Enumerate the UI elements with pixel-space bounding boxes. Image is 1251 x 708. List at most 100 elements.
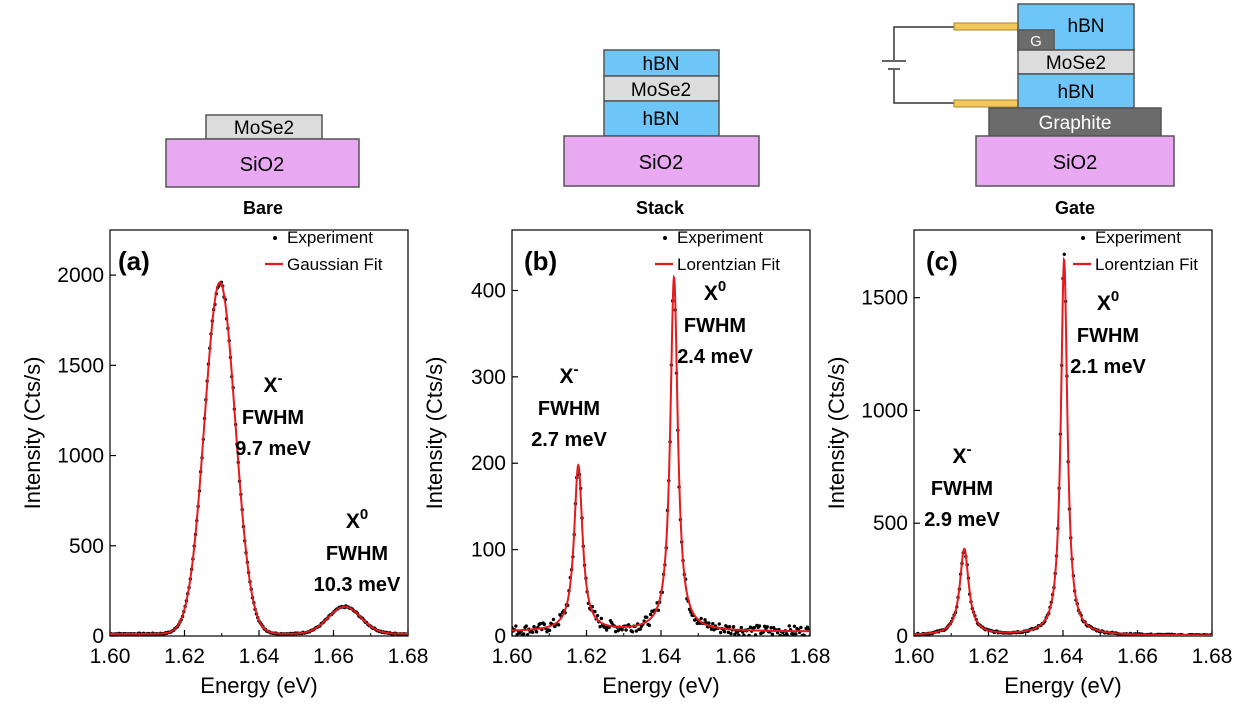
- experiment-point: [752, 625, 756, 630]
- experiment-point: [778, 633, 782, 636]
- gate-bottom-hbn-label: hBN: [1058, 82, 1095, 103]
- experiment-point: [524, 624, 528, 628]
- legend-experiment-label: Experiment: [677, 228, 763, 247]
- gate-bottom-graphite-layer: [988, 107, 1162, 137]
- x-tick-label: 1.62: [566, 645, 607, 668]
- experiment-point: [515, 632, 519, 636]
- legend: Experiment Gaussian Fit: [265, 228, 383, 274]
- annotation-species-letter: X: [346, 510, 360, 533]
- experiment-point: [791, 632, 795, 636]
- fit-curve: [110, 281, 408, 635]
- gate-top-graphite-label: G: [1030, 33, 1042, 50]
- x-axis-title: Energy (eV): [1004, 673, 1121, 698]
- experiment-point: [740, 630, 745, 634]
- peak-annotation: X- FWHM 9.7 meV: [235, 370, 311, 460]
- plot-area: [914, 252, 1212, 636]
- bare-caption: Bare: [243, 198, 283, 218]
- experiment-point: [717, 622, 722, 626]
- gate-bottom-hbn-layer: [1017, 73, 1135, 109]
- experiment-point: [648, 612, 653, 617]
- experiment-point: [786, 634, 790, 636]
- annotation-species-letter: X: [704, 282, 718, 305]
- experiment-point: [645, 615, 649, 619]
- gate-circuit-wire-bottom: [893, 70, 954, 104]
- annotation-species: X0: [704, 278, 726, 305]
- fit-curve: [512, 274, 810, 633]
- experiment-point: [598, 625, 602, 629]
- fit-curve: [914, 256, 1212, 636]
- experiment-point: [725, 625, 729, 629]
- panel-label: (a): [118, 246, 150, 276]
- x-tick-label: 1.62: [164, 645, 205, 668]
- legend: Experiment Lorentzian Fit: [655, 228, 780, 274]
- experiment-point: [547, 628, 552, 633]
- annotation-fwhm-label: FWHM: [326, 543, 388, 565]
- x-tick-label: 1.68: [388, 645, 429, 668]
- peak-annotation: X- FWHM 2.7 meV: [531, 361, 607, 451]
- y-tick-label: 0: [896, 625, 908, 648]
- y-tick-label: 400: [471, 279, 506, 302]
- y-tick-label: 0: [92, 625, 104, 648]
- annotation-species: X0: [346, 506, 368, 533]
- annotation-fwhm-value: 2.7 meV: [531, 429, 607, 451]
- experiment-point: [531, 630, 535, 634]
- stack-sio2-label: SiO2: [639, 152, 683, 174]
- experiment-point: [803, 634, 807, 636]
- y-axis-title: Intensity (Cts/s): [824, 357, 849, 510]
- chart-panel-a: 1.60 1.62 1.64 1.66 1.68 0 500 1000 1500 2000 Ener…: [20, 228, 428, 698]
- annotation-species: X-: [263, 370, 282, 397]
- gate-mose2-layer: [1017, 49, 1135, 75]
- panel-label: (c): [926, 246, 958, 276]
- device-stack: hBN MoSe2 hBN SiO2 Stack: [563, 49, 760, 218]
- device-bare: MoSe2 SiO2 Bare: [165, 114, 360, 218]
- x-tick-label: 1.66: [715, 645, 756, 668]
- legend-fit-label: Lorentzian Fit: [1095, 255, 1198, 274]
- x-tick-label: 1.60: [492, 645, 533, 668]
- experiment-point: [512, 626, 514, 630]
- annotation-fwhm-value: 2.4 meV: [677, 346, 753, 368]
- annotation-species-superscript: -: [967, 441, 972, 458]
- x-axis-title: Energy (eV): [200, 673, 317, 698]
- annotation-species: X-: [952, 441, 971, 468]
- experiment-point: [711, 622, 715, 626]
- gate-sio2-label: SiO2: [1053, 152, 1097, 174]
- experiment-point: [630, 630, 635, 634]
- experiment-point: [782, 633, 786, 636]
- annotation-fwhm-value: 10.3 meV: [314, 574, 401, 596]
- experiment-point: [534, 630, 539, 634]
- experiment-point: [731, 625, 736, 629]
- annotation-fwhm-value: 9.7 meV: [235, 438, 311, 460]
- experiment-point: [729, 631, 733, 636]
- annotation-species-superscript: -: [574, 361, 579, 378]
- experiment-point: [603, 625, 607, 630]
- experiment-point: [647, 623, 652, 628]
- experiment-point: [525, 633, 530, 636]
- y-tick-label: 500: [873, 512, 908, 535]
- experiment-point: [542, 622, 547, 627]
- experiment-point: [726, 630, 731, 635]
- experiment-point: [638, 627, 642, 631]
- annotation-species-superscript: 0: [718, 278, 726, 295]
- experiment-point: [556, 623, 561, 627]
- experiment-point: [624, 628, 628, 632]
- experiment-point: [735, 630, 740, 634]
- experiment-point: [733, 632, 737, 636]
- experiment-point: [753, 633, 758, 636]
- chart-panel-b: 1.60 1.62 1.64 1.66 1.68 0 100 200 300 400 Energy …: [422, 228, 830, 698]
- experiment-point: [718, 630, 723, 635]
- peak-annotation: X0 FWHM 10.3 meV: [314, 506, 401, 596]
- x-tick-label: 1.66: [313, 645, 354, 668]
- x-tick-label: 1.66: [1117, 645, 1158, 668]
- peak-annotation: X0 FWHM 2.1 meV: [1070, 288, 1146, 378]
- annotation-fwhm-label: FWHM: [1077, 325, 1139, 347]
- gate-bottom-electrode: [953, 99, 1019, 108]
- annotation-species-letter: X: [263, 374, 277, 397]
- x-tick-label: 1.64: [1043, 645, 1084, 668]
- y-axis-title: Intensity (Cts/s): [422, 357, 447, 510]
- annotation-fwhm-label: FWHM: [538, 398, 600, 420]
- annotation-fwhm-label: FWHM: [684, 315, 746, 337]
- experiment-point: [634, 629, 639, 633]
- experiment-point: [521, 632, 526, 636]
- experiment-point: [799, 625, 803, 630]
